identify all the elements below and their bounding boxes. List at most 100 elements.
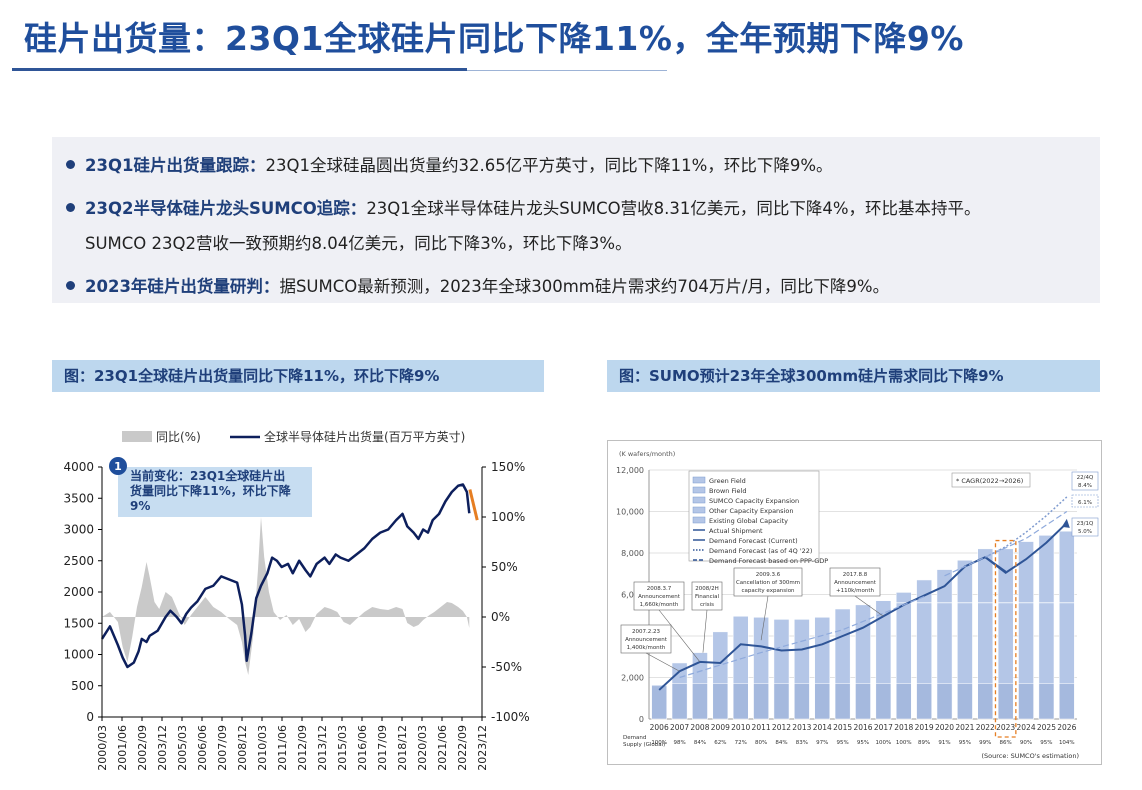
bullet-dot-icon — [66, 160, 75, 169]
unit-label: (K wafers/month) — [619, 450, 675, 458]
callout-leader — [760, 595, 769, 641]
right-y-tick-label: -100% — [491, 710, 530, 724]
x-tick-label: 2020 — [935, 723, 954, 732]
callout-text: 2008.3.7 — [647, 586, 672, 592]
demand-supply-ratio: 62% — [714, 740, 726, 746]
bullet-3-head: 2023年硅片出货量研判： — [85, 277, 280, 296]
x-tick-label: 2006 — [650, 723, 669, 732]
legend-label: Brown Field — [709, 487, 746, 495]
cagr-value: 6.1% — [1078, 500, 1092, 506]
left-y-tick-label: 500 — [71, 679, 94, 693]
cagr-value-box — [1071, 494, 1099, 508]
left-y-tick-label: 3000 — [63, 523, 94, 537]
demand-row-label: Demand — [623, 735, 646, 741]
callout-leader — [854, 595, 884, 617]
x-tick-label: 2015/03 — [336, 725, 349, 771]
callout-text: Announcement — [834, 580, 877, 586]
left-y-tick-label: 2000 — [63, 585, 94, 599]
x-tick-label: 2012/09 — [296, 725, 309, 771]
existing-capacity-bar — [753, 683, 769, 720]
summary-box: 23Q1硅片出货量跟踪：23Q1全球硅晶圆出货量约32.65亿平方英寸，同比下降… — [52, 137, 1100, 303]
callout-text: 2009.3.6 — [756, 572, 781, 578]
left-chart-caption: 图：23Q1全球硅片出货量同比下降11%，环比下降9% — [52, 360, 544, 392]
demand-supply-ratio: 100% — [651, 740, 667, 746]
year-2023-highlight — [994, 539, 1017, 738]
y-tick-label: 10,000 — [616, 508, 644, 517]
left-y-tick-label: 3500 — [63, 491, 94, 505]
left-y-tick-label: 1500 — [63, 616, 94, 630]
existing-capacity-bar — [1038, 683, 1055, 720]
x-tick-label: 2019 — [915, 723, 934, 732]
callout-text: Announcement — [638, 594, 681, 600]
y-tick-label: 8,000 — [621, 549, 644, 558]
x-tick-label: 2013 — [792, 723, 811, 732]
legend-label: Demand Forecast (Current) — [709, 537, 798, 545]
demand-supply-ratio: 89% — [918, 740, 930, 746]
demand-supply-ratio: 90% — [1020, 740, 1032, 746]
demand-supply-ratio: 91% — [938, 740, 950, 746]
existing-capacity-bar — [712, 683, 729, 720]
bullet-1-head: 23Q1硅片出货量跟踪： — [85, 156, 266, 175]
legend-swatch — [692, 486, 706, 494]
existing-capacity-bar — [814, 683, 831, 720]
legend-label: Other Capacity Expansion — [709, 507, 793, 515]
cagr-label: * CAGR(2022→2026) — [956, 477, 1023, 485]
x-tick-label: 2010 — [731, 723, 750, 732]
cagr-value-head: 23/1Q — [1077, 521, 1094, 527]
x-tick-label: 2025 — [1037, 723, 1056, 732]
cagr-value-box — [1071, 517, 1099, 537]
demand-forecast-ppp-gdp-line — [944, 510, 1068, 577]
callout-text: 2017.8.8 — [843, 572, 868, 578]
cagr-value: 5.0% — [1078, 529, 1092, 535]
x-tick-label: 2024 — [1017, 723, 1036, 732]
right-y-tick-label: 100% — [491, 510, 525, 524]
legend-label: Actual Shipment — [709, 527, 763, 535]
demand-supply-ratio: 83% — [796, 740, 808, 746]
demand-supply-ratio: 80% — [755, 740, 767, 746]
callout-text: +110k/month — [836, 588, 875, 594]
left-y-tick-label: 2500 — [63, 554, 94, 568]
x-tick-label: 2023/12 — [476, 725, 489, 771]
legend-label: Green Field — [709, 477, 746, 485]
cagr-value-box — [1071, 471, 1099, 491]
demand-supply-ratio: 104% — [1059, 740, 1075, 746]
right-chart-caption: 图：SUMO预计23年全球300mm硅片需求同比下降9% — [607, 360, 1100, 392]
chart-frame — [607, 440, 1102, 765]
legend-shipment-label: 全球半导体硅片出货量(百万平方英寸) — [264, 429, 465, 444]
annotation-text-line: 9% — [130, 499, 150, 513]
existing-capacity-bar — [977, 683, 994, 720]
right-y-tick-label: 0% — [491, 610, 510, 624]
x-tick-label: 2010/03 — [256, 725, 269, 771]
x-tick-label: 2015 — [833, 723, 852, 732]
x-tick-label: 2011/06 — [276, 725, 289, 771]
demand-forecast-current-line — [984, 522, 1068, 574]
yoy-area-series — [102, 517, 470, 675]
x-tick-label: 2021 — [955, 723, 974, 732]
right-y-tick-label: 50% — [491, 560, 518, 574]
legend-label: Demand Forecast (as of 4Q '22) — [709, 547, 812, 555]
annotation-number: 1 — [114, 460, 122, 473]
callout-leader — [702, 609, 708, 653]
sumco-demand-chart: (K wafers/month)02,0004,0006,0008,00010,… — [607, 440, 1102, 765]
demand-supply-ratio: 72% — [735, 740, 747, 746]
bullet-dot-icon — [66, 203, 75, 212]
x-tick-label: 2000/03 — [96, 725, 109, 771]
cagr-box — [951, 472, 1031, 488]
bullet-dot-icon — [66, 281, 75, 290]
x-tick-label: 2018/12 — [396, 725, 409, 771]
x-tick-label: 2008 — [690, 723, 709, 732]
x-tick-label: 2014 — [813, 723, 832, 732]
bullet-2-continuation: SUMCO 23Q2营收一致预期约8.04亿美元，同比下降3%，环比下降3%。 — [85, 234, 632, 253]
legend-swatch — [692, 476, 706, 484]
bullet-2: 23Q2半导体硅片龙头SUMCO追踪：23Q1全球半导体硅片龙头SUMCO营收8… — [66, 195, 981, 219]
page-title: 硅片出货量：23Q1全球硅片同比下降11%，全年预期下降9% — [24, 19, 964, 58]
callout-box — [733, 567, 803, 597]
existing-capacity-bar — [1059, 683, 1075, 720]
y-tick-label: 12,000 — [616, 466, 644, 475]
left-y-tick-label: 4000 — [63, 460, 94, 474]
x-tick-label: 2012 — [772, 723, 791, 732]
x-tick-label: 2026 — [1057, 723, 1076, 732]
bullet-3-text: 据SUMCO最新预测，2023年全球300mm硅片需求约704万片/月，同比下降… — [279, 277, 890, 296]
title-underline — [12, 68, 467, 71]
x-tick-label: 2011 — [752, 723, 771, 732]
